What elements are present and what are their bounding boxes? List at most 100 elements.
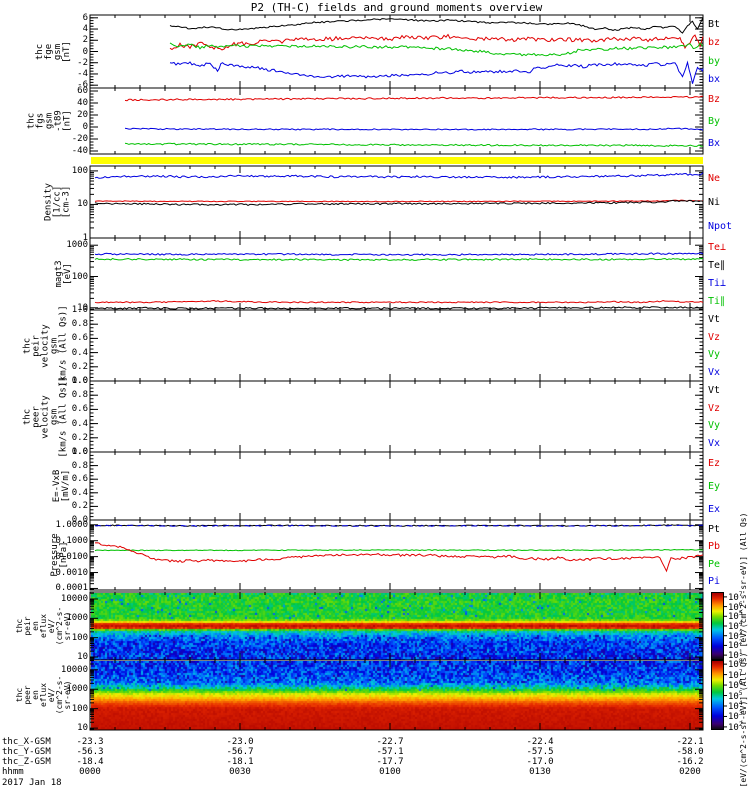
footer-value: -56.7 bbox=[210, 747, 270, 757]
series-Pi bbox=[95, 525, 703, 527]
trace-label-Ti⊥: Ti⊥ bbox=[708, 278, 726, 289]
trace-label-Pt: Pt bbox=[708, 524, 720, 535]
y-tick-label: 0.0001 bbox=[46, 583, 88, 593]
series-Pe bbox=[95, 550, 703, 551]
electron-flux-colorbar bbox=[712, 661, 723, 729]
series-Npot bbox=[95, 173, 703, 179]
panel-left-label-ve: thc peer velocity gsm [km/s (All Qs)] bbox=[24, 376, 69, 457]
series-by bbox=[170, 43, 703, 56]
series-Ti⊥ bbox=[95, 253, 703, 256]
footer-value: 0000 bbox=[60, 767, 120, 777]
trace-label-bz: bz bbox=[708, 37, 720, 48]
footer-value: -58.0 bbox=[660, 747, 720, 757]
y-tick-label: 10000 bbox=[46, 594, 88, 604]
y-tick-label: 100 bbox=[46, 166, 88, 176]
footer-value: 0130 bbox=[510, 767, 570, 777]
footer-row-label: thc_Y-GSM bbox=[2, 747, 51, 757]
panel-border-pressure bbox=[90, 520, 703, 590]
footer-value: 0030 bbox=[210, 767, 270, 777]
panel-border-temp bbox=[90, 238, 703, 310]
panel-border-density bbox=[90, 166, 703, 238]
panel-border-fge bbox=[90, 15, 703, 88]
trace-label-Vx: Vx bbox=[708, 438, 720, 449]
trace-label-Bz: Bz bbox=[708, 94, 720, 105]
series-Ne bbox=[95, 200, 703, 202]
footer-value: -16.2 bbox=[660, 757, 720, 767]
series-Ni bbox=[95, 200, 703, 205]
panel-left-label-pressure: Pressure [nPa] bbox=[51, 533, 69, 576]
series-Pb bbox=[95, 543, 703, 571]
date-label: 2017 Jan 18 bbox=[2, 778, 62, 788]
y-tick-label: 60 bbox=[46, 86, 88, 96]
trace-label-Vy: Vy bbox=[708, 420, 720, 431]
y-tick-label: 6 bbox=[46, 13, 88, 23]
panel-border-efield bbox=[90, 452, 703, 520]
series-Bx bbox=[125, 128, 703, 130]
footer-row-label: hhmm bbox=[2, 767, 24, 777]
electron-energy-spectrogram bbox=[91, 661, 703, 730]
panel-left-label-fgs: thc fgs gsm -t89 [nT] bbox=[28, 110, 73, 132]
trace-label-Vt: Vt bbox=[708, 385, 720, 396]
trace-label-bx: bx bbox=[708, 74, 720, 85]
trace-label-Ex: Ex bbox=[708, 504, 720, 515]
trace-label-Pi: Pi bbox=[708, 576, 720, 587]
ion-colorbar-unit-label: [eV/(cm^2-s-sr-eV)] (All Qs) bbox=[740, 513, 748, 648]
series-bx bbox=[170, 62, 703, 84]
trace-label-Npot: Npot bbox=[708, 221, 732, 232]
panel-border-fgs bbox=[90, 88, 703, 154]
ion-energy-spectrogram bbox=[91, 593, 703, 660]
y-tick-label: 10 bbox=[46, 652, 88, 662]
quality-flag-bar bbox=[91, 157, 703, 164]
y-tick-label: 1.0000 bbox=[46, 520, 88, 530]
themis-overview-plot: P2 (TH-C) fields and ground moments over… bbox=[0, 0, 750, 800]
y-tick-label: 0.2 bbox=[46, 501, 88, 511]
footer-value: -18.1 bbox=[210, 757, 270, 767]
series-Pt bbox=[95, 525, 703, 527]
trace-label-Vz: Vz bbox=[708, 403, 720, 414]
panel-left-label-efield: E=-VxB [mV/m] bbox=[53, 470, 71, 503]
series-Bt bbox=[170, 19, 703, 33]
trace-label-Vz: Vz bbox=[708, 332, 720, 343]
panel-border-vi bbox=[90, 310, 703, 381]
footer-value: -18.4 bbox=[60, 757, 120, 767]
series-Ti∥ bbox=[95, 258, 703, 260]
footer-value: -23.0 bbox=[210, 737, 270, 747]
y-tick-label: 40 bbox=[46, 98, 88, 108]
footer-value: -22.7 bbox=[360, 737, 420, 747]
trace-label-Vt: Vt bbox=[708, 314, 720, 325]
trace-label-Pb: Pb bbox=[708, 541, 720, 552]
footer-value: -57.5 bbox=[510, 747, 570, 757]
y-tick-label: -40 bbox=[46, 146, 88, 156]
footer-value: -17.7 bbox=[360, 757, 420, 767]
trace-label-Vy: Vy bbox=[708, 349, 720, 360]
footer-value: -57.1 bbox=[360, 747, 420, 757]
trace-label-Bx: Bx bbox=[708, 138, 720, 149]
panel-border-ve bbox=[90, 381, 703, 452]
series-By bbox=[125, 143, 703, 146]
series-Te⊥ bbox=[95, 301, 703, 303]
footer-row-label: thc_X-GSM bbox=[2, 737, 51, 747]
trace-label-Te∥: Te∥ bbox=[708, 260, 725, 271]
trace-label-by: by bbox=[708, 56, 720, 67]
series-Te∥ bbox=[95, 307, 703, 309]
trace-label-Te⊥: Te⊥ bbox=[708, 242, 726, 253]
y-tick-label: 4 bbox=[46, 24, 88, 34]
y-tick-label: 1.0 bbox=[46, 447, 88, 457]
y-tick-label: 10 bbox=[46, 723, 88, 733]
footer-value: 0100 bbox=[360, 767, 420, 777]
series-Bz bbox=[125, 96, 703, 101]
y-tick-label: 10000 bbox=[46, 665, 88, 675]
panel-left-label-temp: magt3 [eV] bbox=[55, 260, 73, 287]
footer-row-label: thc_Z-GSM bbox=[2, 757, 51, 767]
footer-value: -56.3 bbox=[60, 747, 120, 757]
trace-label-Ey: Ey bbox=[708, 481, 720, 492]
trace-label-Ne: Ne bbox=[708, 173, 720, 184]
footer-value: 0200 bbox=[660, 767, 720, 777]
trace-label-Pe: Pe bbox=[708, 559, 720, 570]
plot-title: P2 (TH-C) fields and ground moments over… bbox=[90, 1, 703, 14]
y-tick-label: -20 bbox=[46, 134, 88, 144]
trace-label-Vx: Vx bbox=[708, 367, 720, 378]
trace-label-Ni: Ni bbox=[708, 197, 720, 208]
footer-value: -23.3 bbox=[60, 737, 120, 747]
electron-colorbar-unit-label: [eV/(cm^2-s-sr-eV)] (All Qs) bbox=[740, 653, 748, 788]
